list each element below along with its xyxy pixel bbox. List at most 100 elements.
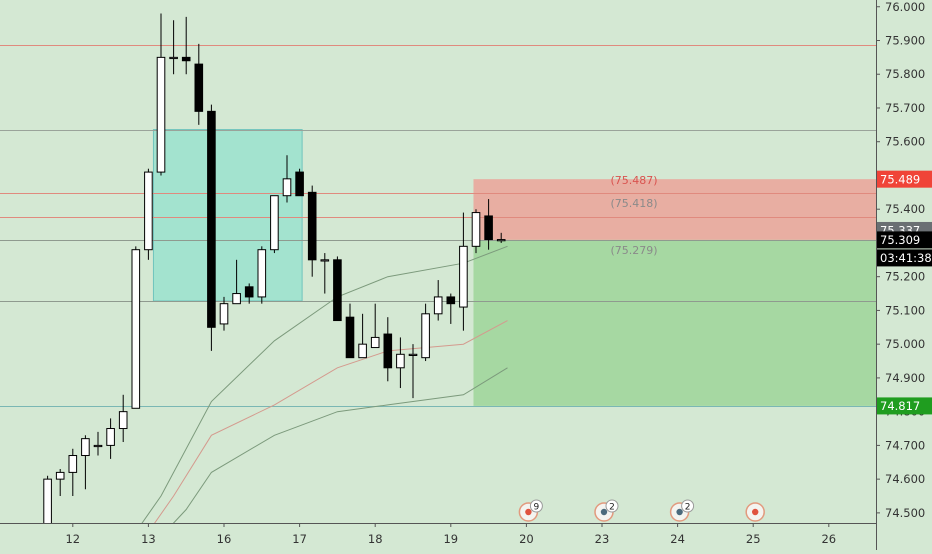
event-count-badge <box>605 499 619 513</box>
time-tick-label: 25 <box>746 532 761 546</box>
candle-body <box>433 296 443 315</box>
event-marker-0: 9 <box>518 499 543 522</box>
moving-average-line-1 <box>135 320 508 551</box>
candle-32 <box>433 280 443 321</box>
candle-body <box>144 171 153 251</box>
highlight-zone-box <box>152 129 303 302</box>
candle-24 <box>333 256 342 322</box>
candle-21 <box>295 168 304 197</box>
candle-25 <box>345 303 355 359</box>
candle-body <box>131 249 141 409</box>
time-tick-label: 23 <box>595 532 610 546</box>
time-tick-label: 24 <box>670 532 685 546</box>
candle-17 <box>244 283 254 304</box>
price-label-background <box>877 170 932 188</box>
time-axis-background[interactable] <box>0 523 876 550</box>
event-count-text: 2 <box>685 503 691 513</box>
price-axis-background[interactable] <box>876 0 932 550</box>
candles-layer <box>30 13 506 554</box>
stop-loss-zone <box>473 179 876 240</box>
candle-26 <box>358 313 367 359</box>
price-tick-label: 75.700 <box>885 101 925 115</box>
price-label-background <box>877 397 932 415</box>
price-tick-label: 75.200 <box>885 270 925 284</box>
event-marker-1: 2 <box>594 499 619 522</box>
annotations-layer: (75.487) (75.418) (75.279) <box>610 174 657 257</box>
position-annotation-0: (75.487) <box>610 174 657 187</box>
candle-3 <box>68 448 78 497</box>
time-tick-label: 20 <box>519 532 534 546</box>
candle-body <box>68 455 78 473</box>
candle-body <box>93 444 103 448</box>
moving-averages-layer <box>122 245 508 551</box>
candle-body <box>270 195 279 251</box>
candle-14 <box>207 104 216 351</box>
event-marker-3 <box>745 502 765 522</box>
time-axis: 12 13 16 17 18 19 20 23 24 25 26 <box>65 523 836 546</box>
candle-body <box>207 110 216 328</box>
price-tick-label: 75.900 <box>885 33 925 47</box>
candle-body <box>81 438 90 457</box>
candle-body <box>484 215 493 241</box>
candle-4 <box>81 435 90 490</box>
price-label-4: 74.817 <box>877 397 932 415</box>
candle-23 <box>320 253 330 294</box>
price-tick-label: 74.700 <box>885 438 925 452</box>
candle-31 <box>421 303 430 362</box>
price-tick-label: 75.100 <box>885 303 925 317</box>
price-tick-label: 76.000 <box>885 0 925 14</box>
candle-27 <box>370 303 380 349</box>
events-layer: 9 2 2 <box>518 499 765 522</box>
candle-7 <box>118 394 128 443</box>
event-dot <box>752 508 759 516</box>
time-tick-label: 13 <box>141 532 156 546</box>
candle-16 <box>232 259 241 305</box>
candle-body <box>333 259 342 322</box>
candle-body <box>459 245 468 308</box>
candle-body <box>244 286 254 298</box>
time-tick-label: 12 <box>65 532 80 546</box>
price-label-2: 75.309 <box>877 231 932 249</box>
candle-29 <box>396 337 405 389</box>
price-tick-label: 74.600 <box>885 472 925 486</box>
candle-body <box>345 316 355 359</box>
price-tick-label: 75.600 <box>885 135 925 149</box>
price-label-text: 75.309 <box>880 233 920 247</box>
event-count-badge <box>681 499 695 513</box>
candle-body <box>496 239 506 242</box>
candle-body <box>219 303 229 325</box>
candle-body <box>307 191 317 261</box>
candle-body <box>471 212 481 247</box>
candle-8 <box>131 246 141 409</box>
candle-22 <box>307 185 317 277</box>
event-marker-2: 2 <box>669 499 695 522</box>
event-count-text: 9 <box>534 503 540 513</box>
moving-average-line-2 <box>148 367 508 551</box>
candle-34 <box>459 212 468 331</box>
candle-35 <box>471 209 481 254</box>
candle-body <box>55 471 65 480</box>
candle-11 <box>169 20 178 75</box>
candle-13 <box>194 43 204 125</box>
candle-10 <box>156 13 166 176</box>
candle-28 <box>383 317 393 382</box>
event-dot <box>600 508 608 516</box>
price-label-0: 75.489 <box>877 170 932 188</box>
candle-body <box>358 343 367 359</box>
time-tick-label: 16 <box>217 532 232 546</box>
candle-body <box>43 478 52 554</box>
candle-body <box>421 313 430 359</box>
time-tick-label: 18 <box>368 532 383 546</box>
time-tick-label: 17 <box>292 532 307 546</box>
candle-body <box>106 428 115 446</box>
candle-9 <box>144 168 153 260</box>
price-label-background <box>877 231 932 249</box>
event-dot <box>525 508 532 516</box>
time-tick-label: 26 <box>821 532 836 546</box>
candle-body <box>232 293 241 305</box>
event-count-badge <box>529 499 543 513</box>
candle-body <box>370 336 380 349</box>
